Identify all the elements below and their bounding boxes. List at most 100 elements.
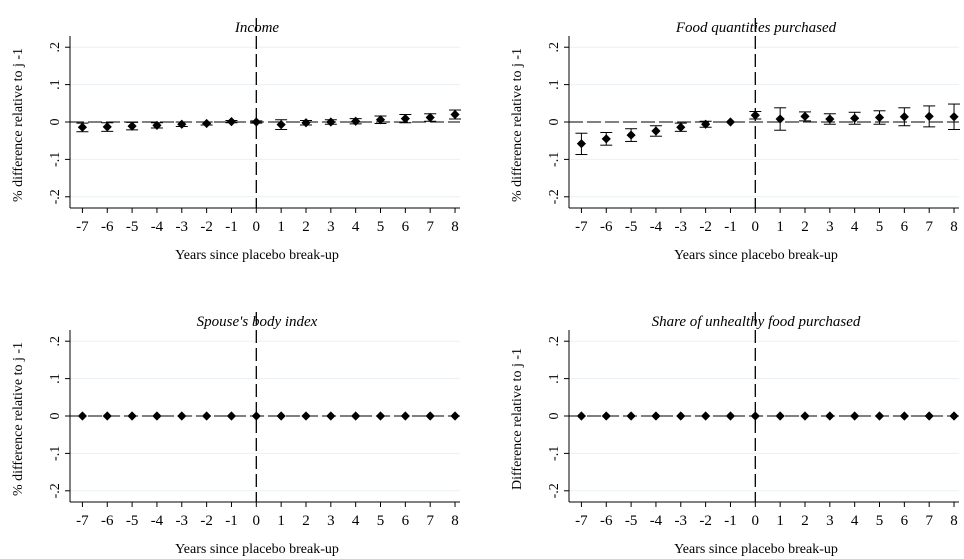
data-point bbox=[924, 411, 934, 421]
data-point bbox=[127, 411, 137, 421]
data-point bbox=[400, 411, 410, 421]
x-tick-label: -7 bbox=[575, 219, 588, 235]
data-point bbox=[177, 119, 187, 129]
x-tick-label: -1 bbox=[724, 513, 737, 529]
panel-food-quantities: Food quantities purchased % difference r… bbox=[510, 18, 961, 263]
data-point bbox=[127, 121, 137, 131]
data-point bbox=[601, 411, 611, 421]
data-point bbox=[676, 122, 686, 132]
x-tick-label: 7 bbox=[426, 513, 434, 529]
x-tick-label: -1 bbox=[724, 219, 737, 235]
data-point bbox=[102, 122, 112, 132]
data-point bbox=[152, 411, 162, 421]
data-point bbox=[775, 114, 785, 124]
data-point bbox=[202, 118, 212, 129]
data-point bbox=[850, 113, 860, 123]
x-tick-label: 4 bbox=[352, 513, 360, 529]
panel-income: Income % difference relative to j -1 Yea… bbox=[11, 18, 462, 263]
x-tick-label: 6 bbox=[402, 219, 410, 235]
data-point bbox=[351, 116, 361, 126]
data-point bbox=[850, 411, 860, 421]
data-point bbox=[226, 411, 237, 421]
x-tick-label: 3 bbox=[327, 219, 335, 235]
data-point bbox=[450, 109, 460, 120]
x-tick-label: 6 bbox=[901, 219, 909, 235]
x-tick-label: 6 bbox=[901, 513, 909, 529]
data-point bbox=[750, 110, 760, 120]
data-point bbox=[874, 411, 885, 421]
y-tick-label: -.2 bbox=[48, 189, 63, 204]
x-tick-label: -2 bbox=[200, 219, 213, 235]
data-point bbox=[251, 411, 261, 421]
data-point bbox=[701, 411, 711, 421]
x-tick-label: 8 bbox=[950, 219, 958, 235]
y-tick-label: -.2 bbox=[547, 189, 562, 204]
y-tick-label: 0 bbox=[48, 413, 63, 420]
x-tick-label: 0 bbox=[752, 513, 760, 529]
y-tick-label: -.2 bbox=[547, 483, 562, 498]
x-tick-label: 8 bbox=[950, 513, 958, 529]
x-tick-label: 5 bbox=[876, 219, 884, 235]
x-tick-label: 4 bbox=[352, 219, 360, 235]
y-tick-label: 0 bbox=[547, 119, 562, 126]
data-point bbox=[400, 114, 410, 124]
x-tick-label: -5 bbox=[126, 513, 139, 529]
x-tick-label: 7 bbox=[426, 219, 434, 235]
data-point bbox=[651, 411, 661, 421]
x-tick-label: 2 bbox=[302, 219, 310, 235]
data-point bbox=[949, 411, 959, 421]
x-tick-label: -3 bbox=[675, 219, 688, 235]
y-tick-label: -.1 bbox=[547, 152, 562, 167]
data-point bbox=[77, 122, 88, 132]
y-tick-label: .1 bbox=[48, 373, 63, 384]
panel-title: Spouse's body index bbox=[197, 314, 318, 330]
x-tick-label: 8 bbox=[451, 219, 459, 235]
x-tick-label: 3 bbox=[327, 513, 335, 529]
y-tick-label: .2 bbox=[48, 42, 63, 53]
y-tick-label: -.2 bbox=[48, 483, 63, 498]
x-tick-label: 0 bbox=[752, 219, 760, 235]
y-axis-label: % difference relative to j -1 bbox=[11, 342, 26, 496]
data-point bbox=[375, 115, 386, 125]
x-tick-label: -4 bbox=[650, 513, 663, 529]
x-axis-label: Years since placebo break-up bbox=[175, 248, 339, 263]
data-point bbox=[825, 114, 835, 124]
x-axis-label: Years since placebo break-up bbox=[175, 542, 339, 557]
x-tick-label: 1 bbox=[277, 513, 285, 529]
y-tick-label: .1 bbox=[48, 79, 63, 90]
x-tick-label: -6 bbox=[600, 219, 613, 235]
data-point bbox=[576, 411, 587, 421]
x-tick-label: 2 bbox=[801, 513, 809, 529]
data-point bbox=[326, 411, 336, 421]
y-tick-label: -.1 bbox=[48, 152, 63, 167]
data-point bbox=[351, 411, 361, 421]
plot-area: -.2-.10.1.2-7 -6 -5 -4 -3 -2 -1 0 1 2 3 4 5 6 7 8 bbox=[547, 18, 961, 235]
x-tick-label: 3 bbox=[826, 513, 834, 529]
x-tick-label: 6 bbox=[402, 513, 410, 529]
x-tick-label: -6 bbox=[101, 219, 114, 235]
plot-area: -.2-.10.1.2-7 -6 -5 -4 -3 -2 -1 0 1 2 3 4 5 6 7 8 bbox=[547, 312, 959, 529]
x-tick-label: -7 bbox=[76, 219, 89, 235]
data-point bbox=[775, 411, 785, 421]
data-point bbox=[725, 117, 736, 127]
y-tick-label: -.1 bbox=[547, 446, 562, 461]
y-tick-label: .2 bbox=[48, 336, 63, 347]
x-tick-label: -3 bbox=[176, 219, 189, 235]
x-tick-label: 7 bbox=[925, 513, 933, 529]
x-tick-label: -2 bbox=[699, 513, 712, 529]
x-tick-label: 1 bbox=[776, 219, 784, 235]
x-tick-label: -2 bbox=[699, 219, 712, 235]
panel-spouse-body-index: Spouse's body index % difference relativ… bbox=[11, 312, 460, 557]
data-point bbox=[251, 117, 261, 127]
data-point bbox=[177, 411, 187, 421]
x-tick-label: 1 bbox=[277, 219, 285, 235]
x-tick-label: -7 bbox=[76, 513, 89, 529]
x-tick-label: 7 bbox=[925, 219, 933, 235]
y-axis-label: % difference relative to j -1 bbox=[11, 48, 26, 202]
x-tick-label: -1 bbox=[225, 219, 238, 235]
y-tick-label: 0 bbox=[48, 119, 63, 126]
x-tick-label: -6 bbox=[600, 513, 613, 529]
x-axis-label: Years since placebo break-up bbox=[674, 542, 838, 557]
x-tick-label: -5 bbox=[625, 219, 638, 235]
